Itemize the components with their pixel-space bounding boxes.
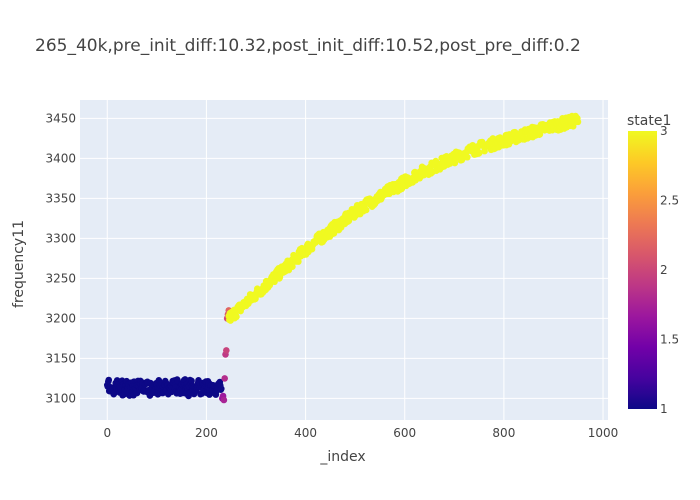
y-tick-label: 3300 xyxy=(45,231,76,245)
y-tick-label: 3400 xyxy=(45,151,76,165)
colorbar-tick-label: 1.5 xyxy=(660,333,679,347)
colorbar-tick-label: 2.5 xyxy=(660,194,679,208)
colorbar-tick-label: 3 xyxy=(660,124,668,138)
colorbar-title: state1 xyxy=(627,113,671,129)
plot-background xyxy=(80,100,608,420)
x-tick-labels: 0 200 400 600 800 1000 xyxy=(103,426,618,440)
scatter-point xyxy=(295,258,302,265)
points-layer xyxy=(103,112,582,404)
y-tick-label: 3350 xyxy=(45,191,76,205)
grid-layer xyxy=(80,100,608,420)
scatter-point xyxy=(220,396,228,404)
y-tick-label: 3100 xyxy=(45,391,76,405)
y-tick-labels: 3100 3150 3200 3250 3300 3350 3400 3450 xyxy=(45,111,76,405)
scatter-point xyxy=(266,281,274,289)
chart-title: 265_40k,pre_init_diff:10.32,post_init_di… xyxy=(35,36,581,56)
scatter-point xyxy=(105,376,113,384)
scatter-point xyxy=(464,153,471,161)
scatter-point xyxy=(432,157,440,165)
x-tick-label: 0 xyxy=(103,426,111,440)
colorbar-tick-label: 2 xyxy=(660,263,668,277)
scatter-point xyxy=(221,375,228,382)
scatter-point xyxy=(475,149,483,157)
scatter-point xyxy=(233,313,240,321)
scatter-point xyxy=(362,206,370,214)
colorbar-tick-labels: 1 1.5 2 2.5 3 xyxy=(660,124,679,416)
y-tick-label: 3450 xyxy=(45,111,76,125)
x-tick-label: 800 xyxy=(492,426,515,440)
scatter-point xyxy=(574,118,582,126)
x-tick-label: 400 xyxy=(294,426,317,440)
y-tick-label: 3150 xyxy=(45,351,76,365)
x-tick-label: 600 xyxy=(393,426,416,440)
scatter-point xyxy=(289,263,296,270)
scatter-point xyxy=(188,377,195,385)
y-tick-label: 3200 xyxy=(45,311,76,325)
x-axis-title: _index xyxy=(319,449,365,465)
x-tick-label: 1000 xyxy=(588,426,619,440)
y-axis-title: frequency11 xyxy=(11,220,27,308)
colorbar xyxy=(628,131,657,409)
scatter-point xyxy=(218,385,225,392)
colorbar-tick-label: 1 xyxy=(660,402,668,416)
scatter-point xyxy=(271,278,278,286)
y-tick-label: 3250 xyxy=(45,271,76,285)
x-tick-label: 200 xyxy=(195,426,218,440)
scatter-point xyxy=(223,347,230,354)
